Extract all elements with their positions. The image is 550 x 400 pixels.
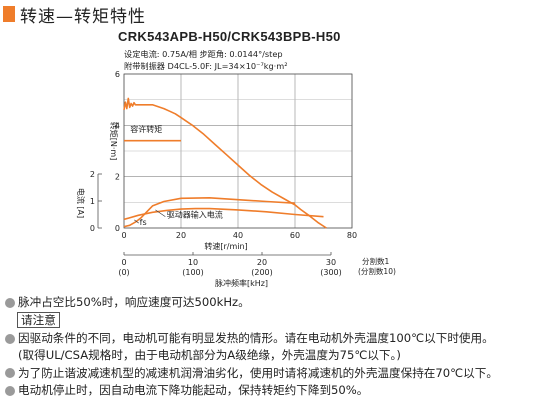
header-accent-mark	[3, 6, 15, 22]
bullet-icon	[5, 297, 15, 308]
plot-frame	[123, 73, 353, 229]
annotation-fs: fs	[140, 218, 147, 227]
pulse-tick-label-div10: (200)	[251, 268, 273, 277]
y-tick-label-torque: 6	[115, 70, 120, 79]
y-tick-label-current: 0	[90, 224, 95, 233]
y-tick-label-torque: 4	[115, 121, 120, 130]
x-axis-label: 转速[r/min]	[204, 241, 247, 251]
note-item: 因驱动条件的不同，电动机可能有明显发热的情形。请在电动机外壳温度100℃以下时使…	[5, 330, 550, 347]
pulse-tick-label: 20	[257, 258, 267, 267]
y-axis-label-torque: 转矩[N·m]	[109, 122, 119, 161]
annotation-driver-current: 驱动器输入电流	[167, 210, 223, 220]
spec-line-1: 设定电流: 0.75A/相 步距角: 0.0144°/step	[124, 49, 283, 59]
note-item: 为了防止谐波减速机型的减速机润滑油劣化，使用时请将减速机的外壳温度保持在70℃以…	[5, 365, 550, 382]
note-item: 脉冲占空比50%时，响应速度可达500kHz。	[5, 294, 550, 311]
series-line	[123, 97, 327, 229]
y-axis-label-current: 电流 [A]	[76, 188, 86, 218]
pulse-tick-label-div10: (0)	[118, 268, 129, 277]
bullet-icon	[5, 333, 15, 344]
division-label-10: (分割数10)	[358, 266, 396, 276]
series-line	[123, 197, 296, 228]
pulse-tick-label: 10	[188, 258, 198, 267]
note-text: 因驱动条件的不同，电动机可能有明显发热的情形。请在电动机外壳温度100℃以下时使…	[18, 330, 494, 345]
note-text: 脉冲占空比50%时，响应速度可达500kHz。	[18, 295, 250, 309]
annotation-allowable-torque: 容许转矩	[130, 124, 162, 134]
spec-line-2: 附带制振器 D4CL-5.0F: JL=34×10⁻⁷kg·m²	[124, 61, 288, 71]
pulse-axis-label: 脉冲频率[kHz]	[215, 278, 268, 288]
note-sub: (取得UL/CSA规格时，由于电动机部分为A级绝缘，外壳温度为75℃以下。)	[18, 348, 401, 363]
x-tick-label: 40	[233, 231, 243, 240]
bullet-icon	[5, 385, 15, 396]
pulse-tick-label: 30	[326, 258, 336, 267]
note-text: 电动机停止时，因自动电流下降功能起动，保持转矩约下降到50%。	[18, 383, 369, 398]
series-line	[123, 207, 324, 221]
model-name: CRK543APB-H50/CRK543BPB-H50	[118, 29, 341, 44]
notice-row: 请注意	[5, 311, 550, 329]
x-tick-label: 60	[290, 231, 300, 240]
y-tick-label-current: 1	[90, 197, 95, 206]
x-tick-label: 80	[347, 231, 357, 240]
pulse-tick-label-div10: (100)	[182, 268, 204, 277]
notes-section: 脉冲占空比50%时，响应速度可达500kHz。 请注意 因驱动条件的不同，电动机…	[5, 294, 550, 399]
y-tick-label-torque: 2	[115, 173, 120, 182]
y-tick-label-current: 2	[90, 170, 95, 179]
note-text: 为了防止谐波减速机型的减速机润滑油劣化，使用时请将减速机的外壳温度保持在70℃以…	[18, 365, 498, 380]
x-tick-label: 20	[176, 231, 186, 240]
note-item: 电动机停止时，因自动电流下降功能起动，保持转矩约下降到50%。	[5, 382, 550, 399]
annotation-leader	[134, 219, 139, 224]
y-tick-label-torque: 0	[115, 224, 120, 233]
section-header: 转速—转矩特性	[3, 4, 146, 27]
annotation-leader	[155, 209, 166, 217]
bullet-icon	[5, 368, 15, 379]
notice-label: 请注意	[17, 312, 60, 329]
section-title: 转速—转矩特性	[20, 6, 146, 27]
pulse-tick-label-div10: (300)	[320, 268, 342, 277]
division-label: 分割数1	[362, 256, 389, 266]
x-tick-label: 0	[121, 231, 126, 240]
pulse-tick-label: 0	[121, 258, 126, 267]
